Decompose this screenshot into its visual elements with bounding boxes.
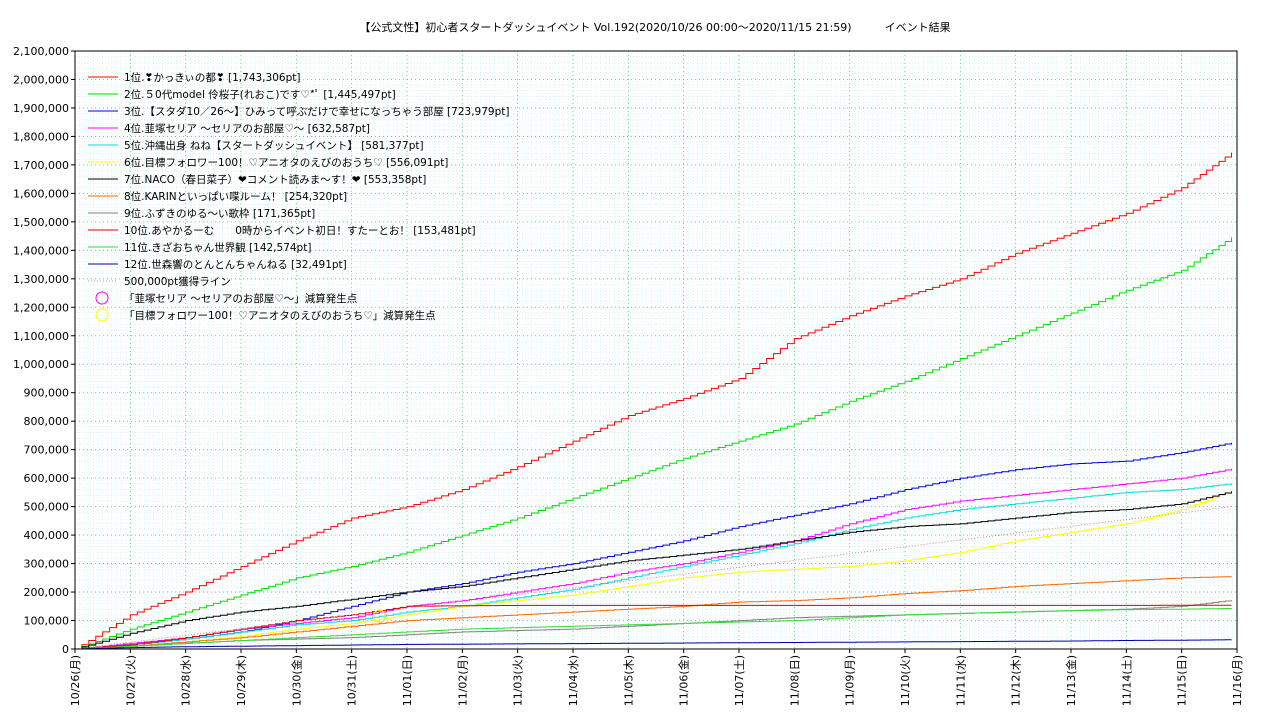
x-tick-label: 11/12(木) [1010, 655, 1023, 706]
x-tick-label: 11/15(日) [1176, 655, 1189, 706]
y-tick-label: 0 [62, 643, 69, 656]
x-tick-label: 11/06(金) [677, 655, 691, 706]
legend-label-7: 7位.NACO（春日菜子）❤コメント読みま〜す！❤ [553,358pt] [124, 173, 426, 186]
y-tick-label: 300,000 [24, 558, 70, 571]
legend-label-13: 500,000pt獲得ライン [124, 275, 231, 288]
y-tick-label: 100,000 [24, 615, 70, 628]
x-tick-label: 11/08(日) [788, 655, 801, 706]
series-line-5 [75, 483, 1232, 650]
x-tick-label: 10/30(金) [289, 655, 303, 706]
decrement-marker-2 [372, 609, 386, 623]
legend-label-9: 9位.ふずきのゆる〜い歌枠 [171,365pt] [124, 207, 315, 220]
y-tick-label: 600,000 [24, 472, 70, 485]
x-axis: 10/26(月) 10/27(火) 10/28(水) 10/29(木) 10/30(金)… [69, 649, 1244, 706]
x-tick-label: 11/03(火) [512, 655, 525, 706]
x-tick-label: 11/16(月) [1231, 655, 1244, 706]
x-tick-label: 11/07(土) [733, 655, 746, 706]
y-tick-label: 1,800,000 [13, 130, 69, 143]
x-tick-label: 11/13(金) [1064, 655, 1078, 706]
series-line-7 [75, 491, 1232, 650]
x-tick-label: 11/10(火) [899, 655, 912, 706]
y-tick-label: 1,200,000 [13, 301, 69, 314]
legend-marker-symbol-1 [95, 291, 109, 305]
legend-marker-symbol-2 [95, 308, 109, 322]
series-line-2 [75, 237, 1232, 650]
chart-title: 【公式文性】初心者スタートダッシュイベント Vol.192(2020/10/26… [359, 20, 950, 34]
legend: 1位.❣かっきぃの都❣ [1,743,306pt] 2位.５0代model 伶桜子… [88, 71, 509, 322]
series-line-1 [75, 152, 1232, 650]
series-line-12 [75, 639, 1232, 650]
legend-label-5: 5位.沖縄出身 ねね【スタートダッシュイベント】 [581,377pt] [124, 139, 424, 152]
legend-label-6: 6位.目標フォロワー100！♡アニオタのえびのおうち♡ [556,091pt] [124, 156, 448, 169]
legend-label-8: 8位.KARINといっぱい喋ルーム！ [254,320pt] [124, 190, 347, 203]
y-tick-label: 1,500,000 [13, 216, 69, 229]
y-tick-label: 900,000 [24, 387, 70, 400]
x-tick-label: 10/31(土) [346, 655, 359, 706]
series-line-8 [75, 576, 1232, 650]
y-tick-label: 400,000 [24, 529, 70, 542]
x-tick-label: 10/28(水) [180, 655, 193, 706]
y-tick-label: 700,000 [24, 444, 70, 457]
y-axis: 0 100,000 200,000 300,000 400,000 500,000 600,… [13, 45, 75, 656]
grid-lines [74, 50, 1238, 650]
x-tick-label: 10/26(月) [69, 655, 82, 706]
plot-frame [74, 50, 1238, 650]
y-tick-label: 1,900,000 [13, 102, 69, 115]
y-tick-label: 800,000 [24, 415, 70, 428]
x-tick-label: 11/09(月) [844, 655, 857, 706]
x-tick-label: 10/27(火) [124, 655, 137, 706]
legend-marker-label-2: 「目標フォロワー100！♡アニオタのえびのおうち♡」減算発生点 [124, 309, 436, 322]
series-lines [74, 152, 1232, 650]
legend-label-1: 1位.❣かっきぃの都❣ [1,743,306pt] [124, 71, 300, 84]
y-tick-label: 500,000 [24, 501, 70, 514]
series-line-11 [75, 608, 1232, 650]
y-tick-label: 1,000,000 [13, 358, 69, 371]
series-line-10 [75, 604, 1232, 650]
x-tick-label: 11/05(木) [622, 655, 635, 706]
y-tick-label: 1,100,000 [13, 330, 69, 343]
legend-label-3: 3位.【スタダ10／26〜】ひみって呼ぶだけで幸せになっちゃう部屋 [723,9… [124, 105, 509, 118]
x-tick-label: 11/02(月) [456, 655, 469, 706]
x-tick-label: 11/04(水) [567, 655, 580, 706]
y-tick-label: 2,000,000 [13, 73, 69, 86]
x-tick-label: 11/01(日) [401, 655, 414, 706]
x-tick-label: 10/29(木) [235, 655, 248, 706]
legend-label-10: 10位.あやかるーむ 0時からイベント初日！すたーとお！ [153,481pt] [124, 224, 476, 237]
series-line-6 [75, 490, 1232, 650]
y-tick-label: 2,100,000 [13, 45, 69, 58]
y-tick-label: 200,000 [24, 586, 70, 599]
legend-marker-label-1: 「韮塚セリア 〜セリアのお部屋♡〜」減算発生点 [124, 292, 357, 305]
legend-label-2: 2位.５0代model 伶桜子(れおこ)です♡*ﾟ [1,445,497pt] [124, 88, 396, 101]
series-line-13 [74, 506, 1232, 650]
legend-label-4: 4位.韮塚セリア 〜セリアのお部屋♡〜 [632,587pt] [124, 122, 370, 135]
x-tick-label: 11/11(水) [954, 655, 967, 706]
x-tick-label: 11/14(土) [1120, 655, 1133, 706]
decrement-markers [372, 609, 386, 623]
legend-label-11: 11位.きざおちゃん世界観 [142,574pt] [124, 241, 311, 254]
y-tick-label: 1,600,000 [13, 187, 69, 200]
y-tick-label: 1,400,000 [13, 244, 69, 257]
y-tick-label: 1,300,000 [13, 273, 69, 286]
y-tick-label: 1,700,000 [13, 159, 69, 172]
legend-label-12: 12位.世森響のとんとんちゃんねる [32,491pt] [124, 258, 347, 271]
